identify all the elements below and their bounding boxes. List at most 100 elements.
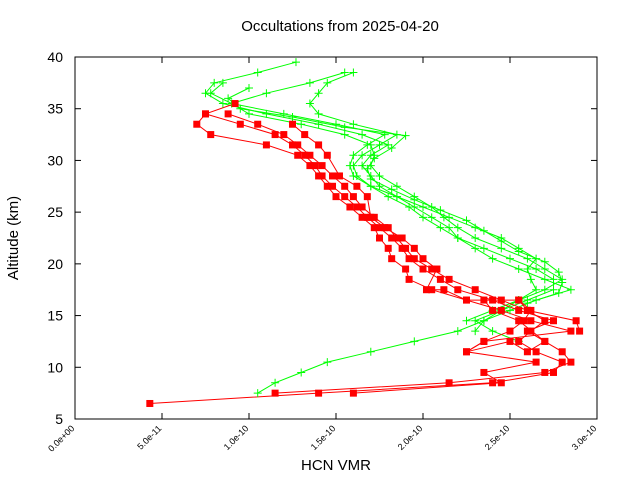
plot-frame [74,56,598,420]
data-point-plus [523,265,532,274]
data-point-square [532,358,540,366]
data-point-square [558,348,566,356]
data-point-square [532,348,540,356]
data-point-square [520,317,528,325]
data-point-plus [471,316,480,325]
data-point-square [497,379,505,387]
data-point-plus [532,296,541,305]
data-point-square [301,131,309,139]
data-point-square [271,389,279,397]
data-point-plus [375,171,384,180]
data-point-plus [210,78,219,87]
data-point-plus [314,120,323,129]
data-point-square [398,244,406,252]
data-point-square [202,110,209,118]
data-point-square [567,327,575,335]
data-point-square [454,286,462,294]
data-point-plus [453,223,462,232]
data-point-plus [453,327,462,336]
data-point-square [294,151,302,159]
data-point-square [463,348,470,356]
data-point-square [405,275,413,283]
data-point-square [311,162,319,170]
data-point-square [445,379,453,387]
data-point-plus [540,275,549,284]
data-point-square [381,224,389,232]
data-point-plus [453,234,462,242]
data-point-plus [558,278,567,287]
data-point-square [315,389,323,397]
data-point-square [497,296,505,304]
data-point-square [346,203,354,211]
data-point-plus [314,89,323,98]
data-point-square [402,265,410,273]
data-point-plus [445,213,454,222]
data-point-square [370,224,378,232]
data-point-square [567,358,575,366]
data-point-plus [253,389,262,398]
data-point-plus [479,226,488,235]
data-point-plus [358,161,367,170]
data-point-square [541,317,549,325]
data-point-plus [349,68,358,77]
data-point-plus [479,244,488,253]
data-point-plus [471,244,480,253]
data-point-square [489,379,497,387]
data-point-square [419,255,427,263]
data-point-plus [479,316,488,325]
data-point-square [271,131,279,139]
data-point-plus [291,58,300,67]
data-point-plus [554,288,563,297]
data-point-square [541,337,549,345]
data-point-square [280,131,288,139]
data-point-plus [549,285,558,294]
data-point-square [146,399,154,407]
x-tick-label: 3.0e-10 [570,423,599,452]
data-point-plus [532,285,541,294]
data-point-plus [392,192,401,201]
data-point-square [315,141,323,149]
data-point-plus [462,316,471,325]
series-line-6 [205,113,572,394]
y-tick-label: 25 [47,204,63,220]
data-point-plus [523,254,532,263]
data-point-plus [224,94,233,103]
data-point-plus [340,130,349,139]
data-point-plus [514,247,523,256]
data-point-plus [375,140,384,149]
data-point-plus [405,202,414,211]
series-line-3 [209,82,537,332]
plot-markers [146,58,584,407]
data-point-plus [297,120,306,129]
data-point-square [576,327,584,335]
data-point-square [572,317,580,325]
data-point-plus [392,130,401,139]
data-point-square [523,327,531,335]
x-tick-label: 1.5e-10 [309,423,338,452]
data-point-plus [427,213,436,222]
data-point-plus [554,268,563,277]
data-point-plus [366,347,375,356]
data-point-square [445,275,453,283]
data-point-plus [462,216,471,225]
data-point-plus [363,140,372,149]
data-point-plus [305,78,314,87]
data-point-plus [218,99,227,108]
data-point-square [341,182,349,190]
data-point-square [384,244,392,252]
data-point-square [353,182,361,190]
data-point-plus [471,223,480,232]
data-point-plus [540,265,549,274]
data-point-plus [262,109,271,118]
data-point-square [527,306,535,314]
data-point-square [207,131,215,139]
data-point-square [388,234,396,242]
y-tick-label: 40 [47,49,63,65]
y-axis-ticks: 5 10 15 20 25 30 35 40 [47,49,597,427]
data-point-square [410,255,418,263]
data-point-square [301,151,309,159]
data-point-square [289,120,296,128]
data-point-square [335,172,343,180]
data-point-square [254,120,262,128]
